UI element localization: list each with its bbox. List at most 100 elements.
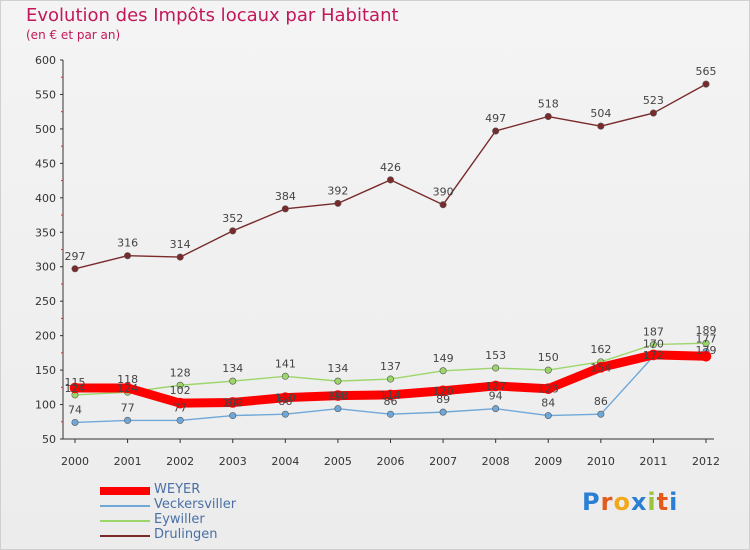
data-label: 384 <box>275 190 296 203</box>
data-label: 94 <box>489 390 503 403</box>
legend-swatch <box>100 487 150 495</box>
data-label: 426 <box>380 161 401 174</box>
data-label: 115 <box>65 376 86 389</box>
data-point-eywiller <box>334 377 342 385</box>
data-label: 77 <box>173 401 187 414</box>
data-label: 172 <box>643 349 664 362</box>
data-label: 114 <box>380 389 401 402</box>
y-tick-label: 550 <box>35 88 56 101</box>
data-label: 565 <box>696 65 717 78</box>
logo-letter: r <box>600 488 614 516</box>
data-point-eywiller <box>176 381 184 389</box>
data-label: 297 <box>65 250 86 263</box>
data-label: 523 <box>643 94 664 107</box>
y-tick-label: 50 <box>42 433 56 446</box>
chart-subtitle: (en € et par an) <box>26 28 121 42</box>
data-label: 177 <box>696 332 717 345</box>
x-tick-label: 2009 <box>534 455 562 468</box>
data-label: 390 <box>433 186 454 199</box>
data-point-drulingen <box>597 122 605 130</box>
data-point-weyer <box>69 382 81 394</box>
data-point-drulingen <box>176 253 184 261</box>
x-tick-label: 2010 <box>587 455 615 468</box>
x-tick-label: 2004 <box>271 455 299 468</box>
data-point-weyer <box>385 389 396 401</box>
data-label: 179 <box>696 344 717 357</box>
data-point-weyer <box>595 362 607 373</box>
data-point-eywiller <box>281 372 289 380</box>
x-tick-label: 2002 <box>166 455 194 468</box>
data-point-drulingen <box>702 80 710 88</box>
data-label: 77 <box>121 401 135 414</box>
data-label: 124 <box>65 382 86 395</box>
data-point-weyer <box>542 383 554 394</box>
legend-label: Drulingen <box>154 527 218 542</box>
data-label: 497 <box>485 112 506 125</box>
data-label: 86 <box>594 395 608 408</box>
logo-letter: P <box>582 488 601 516</box>
data-point-eywiller <box>229 377 237 385</box>
data-point-drulingen <box>386 176 394 184</box>
data-point-drulingen <box>492 127 500 135</box>
data-point-veckersviller <box>386 410 394 418</box>
data-label: 89 <box>436 393 450 406</box>
plot-labels: 102 74 77 77 84 86 94 86 89 94 84 86 170 177 115 118 128… <box>65 65 717 416</box>
x-tick-label: 2012 <box>692 455 720 468</box>
data-label: 110 <box>275 392 296 405</box>
x-tick-label: 2005 <box>324 455 352 468</box>
y-tick-label: 450 <box>35 157 56 170</box>
data-point-veckersviller <box>439 408 447 416</box>
y-tick-label: 500 <box>35 123 56 136</box>
y-tick-label: 250 <box>35 295 56 308</box>
chart-title: Evolution des Impôts locaux par Habitant <box>26 5 399 26</box>
legend-swatch <box>100 535 150 537</box>
legend-label: WEYER <box>154 482 201 497</box>
data-label: 120 <box>433 385 454 398</box>
data-point-eywiller <box>492 364 500 372</box>
logo-letter: x <box>630 488 648 516</box>
x-tick-label: 2000 <box>61 455 89 468</box>
data-point-veckersviller <box>544 412 552 420</box>
data-point-weyer <box>174 397 186 409</box>
data-label: 134 <box>327 362 348 375</box>
legend-label: Veckersviller <box>154 497 237 512</box>
data-label: 94 <box>331 390 345 403</box>
data-point-veckersviller <box>124 416 132 424</box>
x-tick-label: 2006 <box>377 455 405 468</box>
x-tick-label: 2008 <box>482 455 510 468</box>
data-point-drulingen <box>334 199 342 207</box>
data-label: 113 <box>327 390 348 403</box>
data-label: 170 <box>643 337 664 350</box>
data-label: 103 <box>222 396 243 409</box>
data-point-weyer <box>437 385 449 397</box>
data-point-drulingen <box>544 113 552 121</box>
data-point-veckersviller <box>334 405 342 413</box>
data-point-eywiller <box>649 341 657 349</box>
legend-swatch <box>100 520 150 522</box>
data-label: 314 <box>170 238 191 251</box>
data-label: 189 <box>696 324 717 337</box>
data-label: 153 <box>485 349 506 362</box>
logo-letter: t <box>656 488 670 516</box>
data-label: 154 <box>590 361 611 374</box>
data-label: 84 <box>226 397 240 410</box>
x-tick-label: 2007 <box>429 455 457 468</box>
data-point-eywiller <box>439 367 447 375</box>
x-tick-label: 2001 <box>114 455 142 468</box>
data-label: 141 <box>275 357 296 370</box>
y-tick-label: 400 <box>35 192 56 205</box>
data-point-eywiller <box>544 366 552 374</box>
y-tick-label: 350 <box>35 226 56 239</box>
data-label: 518 <box>538 98 559 111</box>
data-point-veckersviller <box>492 405 500 413</box>
logo-letter: i <box>669 488 679 516</box>
data-point-drulingen <box>229 227 237 235</box>
y-tick-label: 150 <box>35 364 56 377</box>
data-point-drulingen <box>281 205 289 213</box>
data-label: 392 <box>327 184 348 197</box>
legend-swatch <box>100 505 150 507</box>
data-label: 137 <box>380 360 401 373</box>
data-point-veckersviller <box>229 412 237 420</box>
logo-letter: i <box>647 488 657 516</box>
